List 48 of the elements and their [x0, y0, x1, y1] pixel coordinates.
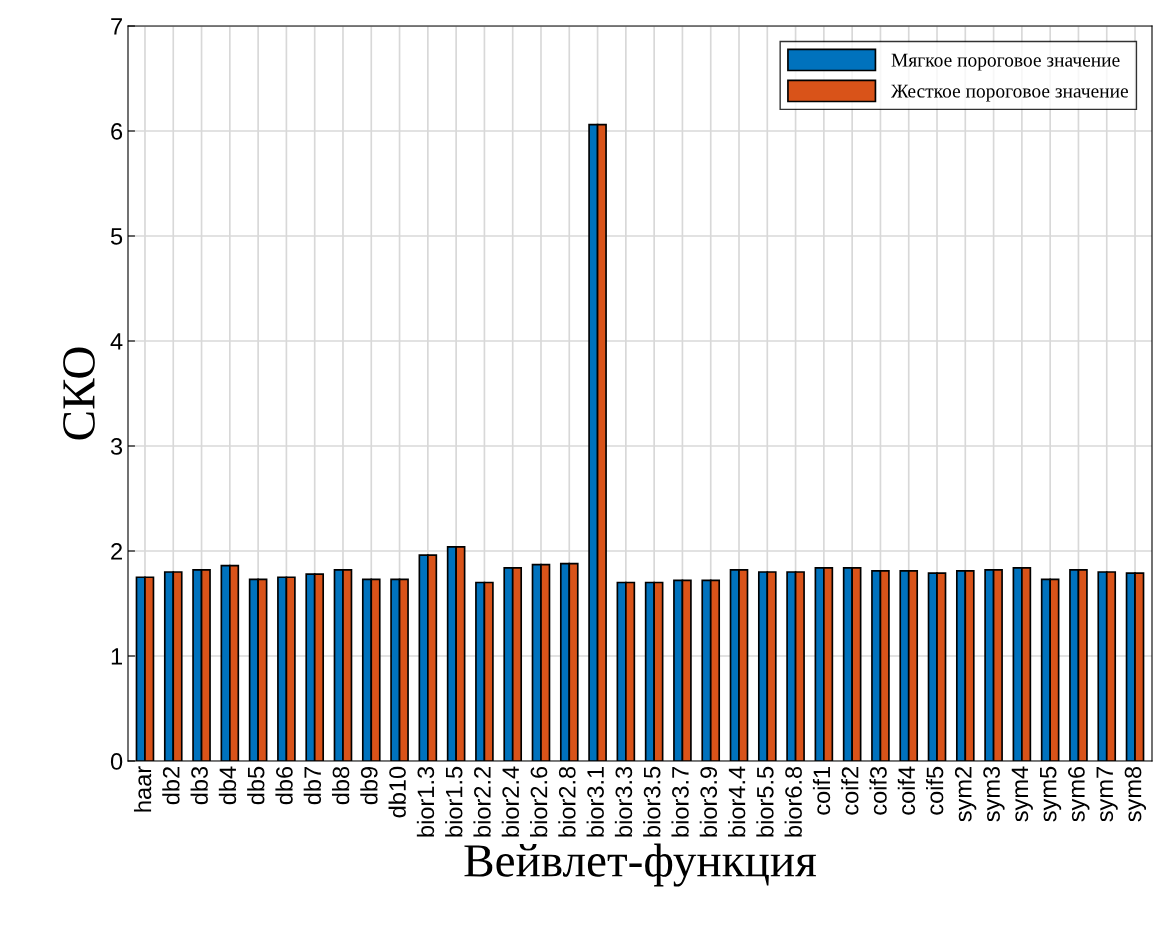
- y-tick-label: 5: [110, 228, 123, 245]
- x-tick-label: db2: [162, 767, 180, 805]
- x-tick-label: bior2.6: [529, 766, 548, 837]
- legend-label: Мягкое пороговое значение: [891, 53, 1120, 71]
- x-tick-label: db8: [331, 766, 350, 805]
- x-tick-label: db3: [190, 766, 208, 805]
- x-tick-label: sym6: [1068, 766, 1090, 822]
- x-axis-title: Вейвлет-функция: [464, 843, 817, 887]
- x-tick-label: db5: [247, 766, 265, 805]
- x-tick-label: db4: [218, 766, 237, 805]
- x-tick-label: coif3: [869, 766, 887, 815]
- y-tick-label: 0: [110, 753, 123, 770]
- x-tick-label: bior2.4: [501, 766, 520, 837]
- y-tick-label: 1: [111, 648, 122, 665]
- legend-label: Жесткое пороговое значение: [890, 84, 1128, 102]
- x-tick-label: db9: [360, 766, 378, 805]
- x-tick-label: bior1.5: [445, 766, 463, 837]
- x-tick-label: sym5: [1040, 766, 1062, 822]
- x-tick-label: bior3.3: [614, 766, 633, 837]
- x-tick-label: coif4: [897, 766, 916, 815]
- x-tick-label: bior3.7: [671, 767, 689, 837]
- x-tick-label: sym4: [1011, 766, 1033, 822]
- x-tick-label: bior1.3: [416, 766, 435, 837]
- x-tick-label: sym7: [1096, 767, 1118, 822]
- x-tick-label: db7: [303, 767, 322, 805]
- x-tick-label: bior2.8: [558, 766, 576, 837]
- y-tick-label: 7: [111, 18, 122, 35]
- y-axis-title: СКО: [63, 347, 95, 440]
- x-tick-label: bior3.5: [643, 766, 661, 837]
- x-tick-label: coif5: [926, 766, 944, 815]
- x-tick-label: sym3: [983, 766, 1005, 822]
- x-tick-label: db10: [388, 766, 406, 818]
- x-tick-label: bior3.9: [699, 766, 718, 837]
- x-tick-label: bior6.8: [784, 766, 802, 837]
- x-tick-label: coif1: [812, 767, 831, 815]
- x-tick-label: db6: [275, 766, 293, 805]
- y-tick-label: 6: [111, 123, 123, 140]
- x-tick-label: bior5.5: [756, 766, 774, 837]
- y-tick-label: 3: [110, 438, 123, 455]
- y-tick-label: 2: [111, 543, 122, 560]
- x-tick-label: bior2.2: [473, 767, 491, 837]
- x-tick-label: coif2: [841, 767, 859, 815]
- x-tick-label: sym2: [954, 767, 977, 822]
- x-tick-label: bior3.1: [586, 767, 604, 837]
- x-tick-label: haar: [133, 766, 152, 812]
- x-tick-label: bior4.4: [728, 766, 746, 837]
- y-tick-label: 4: [110, 333, 123, 350]
- x-tick-label: sym8: [1124, 766, 1147, 822]
